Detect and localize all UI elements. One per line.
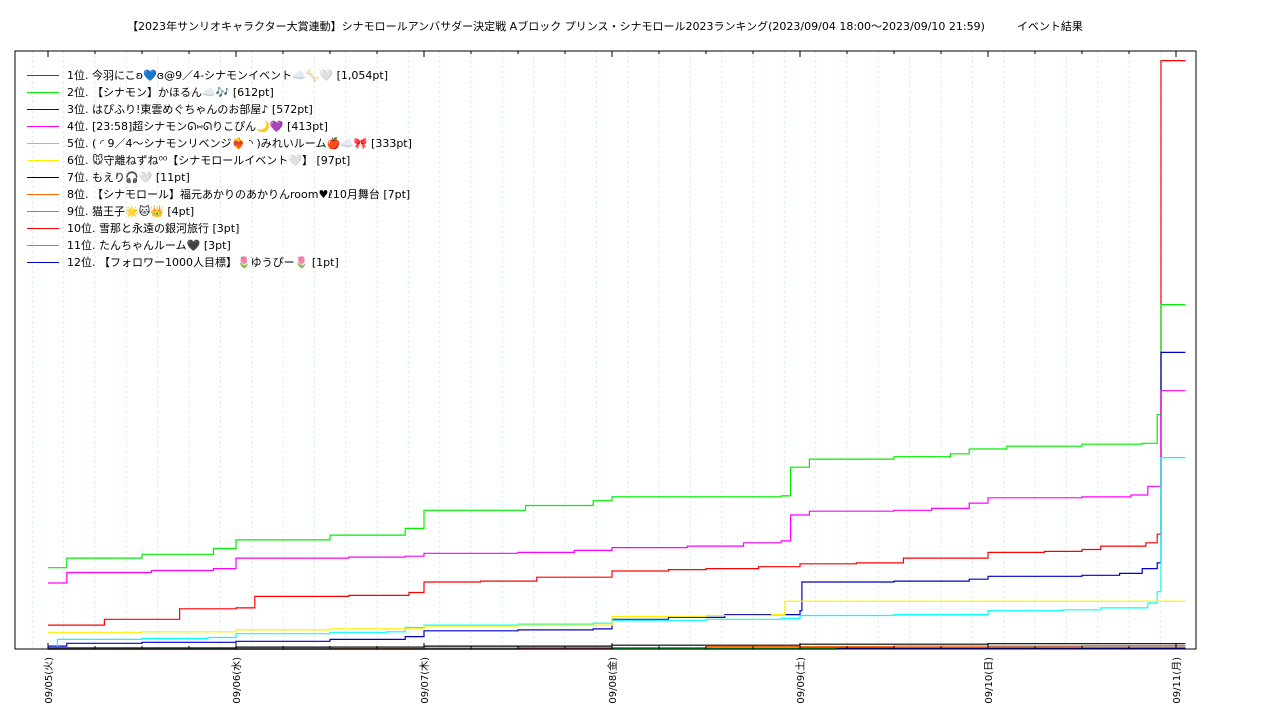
- legend-swatch: [27, 262, 59, 263]
- series-line-2: [48, 304, 1186, 569]
- x-axis: 09/05(火) 09/06(水) 09/07(木) 09/08(金) 09/09(土)…: [43, 51, 1183, 704]
- legend-item: 8位. 【シナモロール】福元あかりのあかりんroom♥ℓ10月舞台 [7pt]: [24, 186, 412, 203]
- legend-item: 6位. 🐭守離ねずね⁰⁰【シナモロールイベント🤍】 [97pt]: [24, 152, 412, 169]
- chart-title-text: 【2023年サンリオキャラクター大賞連動】シナモロールアンバサダー決定戦 Aブロ…: [127, 20, 985, 33]
- x-tick-label: 09/09(土): [794, 657, 807, 704]
- legend-swatch: [27, 211, 59, 212]
- legend-swatch: [27, 126, 59, 127]
- legend-label: 7位. もえり🎧🤍 [11pt]: [67, 171, 190, 184]
- legend-item: 7位. もえり🎧🤍 [11pt]: [24, 169, 412, 186]
- legend-item: 1位. 今羽にこʚ💙ɞ@9／4-シナモンイベント☁️🦴🤍 [1,054pt]: [24, 67, 412, 84]
- legend-item: 2位. 【シナモン】かほるん☁️🎶 [612pt]: [24, 84, 412, 101]
- x-tick-label: 09/08(金): [606, 657, 619, 704]
- legend-label: 3位. はぴふり!東雲めぐちゃんのお部屋♪ [572pt]: [67, 103, 313, 116]
- legend-swatch: [27, 92, 59, 93]
- legend-item: 4位. [23:58]超シナモンᘏ⑅ᘏりこぴん🌙💜 [413pt]: [24, 118, 412, 135]
- legend-swatch: [27, 109, 59, 110]
- legend-label: 6位. 🐭守離ねずね⁰⁰【シナモロールイベント🤍】 [97pt]: [67, 154, 351, 167]
- x-tick-label: 09/06(水): [231, 657, 243, 704]
- plot-frame: [14, 50, 1197, 650]
- series-line-5: [48, 457, 1186, 650]
- legend: 1位. 今羽にこʚ💙ɞ@9／4-シナモンイベント☁️🦴🤍 [1,054pt] 2位…: [24, 67, 412, 271]
- legend-label: 5位. ( ◜ 9／4〜シナモンリベンジ❤️‍🔥 ◝ )みれいルーム🍎☁️🎀 […: [67, 137, 412, 150]
- x-tick-label: 09/05(火): [43, 657, 55, 704]
- legend-label: 4位. [23:58]超シナモンᘏ⑅ᘏりこぴん🌙💜 [413pt]: [67, 120, 328, 133]
- legend-item: 9位. 猫王子🌟🐱👑 [4pt]: [24, 203, 412, 220]
- legend-item: 12位. 【フォロワー1000人目標】🌷ゆうぴー🌷 [1pt]: [24, 254, 412, 271]
- legend-swatch: [27, 143, 59, 144]
- legend-label: 9位. 猫王子🌟🐱👑 [4pt]: [67, 205, 195, 218]
- series-line-3: [48, 351, 1186, 647]
- legend-item: 10位. 雪那と永遠の銀河旅行 [3pt]: [24, 220, 412, 237]
- event-status: イベント結果: [1016, 20, 1083, 33]
- series-line-6: [48, 600, 1186, 633]
- legend-label: 10位. 雪那と永遠の銀河旅行 [3pt]: [67, 222, 240, 235]
- series-line-4: [48, 390, 1186, 584]
- legend-item: 5位. ( ◜ 9／4〜シナモンリベンジ❤️‍🔥 ◝ )みれいルーム🍎☁️🎀 […: [24, 135, 412, 152]
- legend-label: 8位. 【シナモロール】福元あかりのあかりんroom♥ℓ10月舞台 [7pt]: [67, 188, 411, 201]
- x-tick-label: 09/07(木): [419, 657, 431, 704]
- legend-swatch: [27, 228, 59, 229]
- legend-swatch: [27, 194, 59, 195]
- legend-swatch: [27, 75, 59, 76]
- legend-swatch: [27, 245, 59, 246]
- series-line-1: [48, 60, 1186, 626]
- x-tick-label: 09/11(月): [1171, 657, 1183, 704]
- legend-swatch: [27, 160, 59, 161]
- chart-title: 【2023年サンリオキャラクター大賞連動】シナモロールアンバサダー決定戦 Aブロ…: [0, 18, 1210, 34]
- legend-swatch: [27, 177, 59, 178]
- legend-label: 2位. 【シナモン】かほるん☁️🎶 [612pt]: [67, 86, 274, 99]
- legend-label: 1位. 今羽にこʚ💙ɞ@9／4-シナモンイベント☁️🦴🤍 [1,054pt]: [67, 69, 388, 82]
- x-tick-label: 09/10(日): [984, 657, 995, 704]
- legend-label: 11位. たんちゃんルーム🖤 [3pt]: [67, 239, 231, 252]
- legend-item: 11位. たんちゃんルーム🖤 [3pt]: [24, 237, 412, 254]
- legend-item: 3位. はぴふり!東雲めぐちゃんのお部屋♪ [572pt]: [24, 101, 412, 118]
- legend-label: 12位. 【フォロワー1000人目標】🌷ゆうぴー🌷 [1pt]: [67, 256, 339, 269]
